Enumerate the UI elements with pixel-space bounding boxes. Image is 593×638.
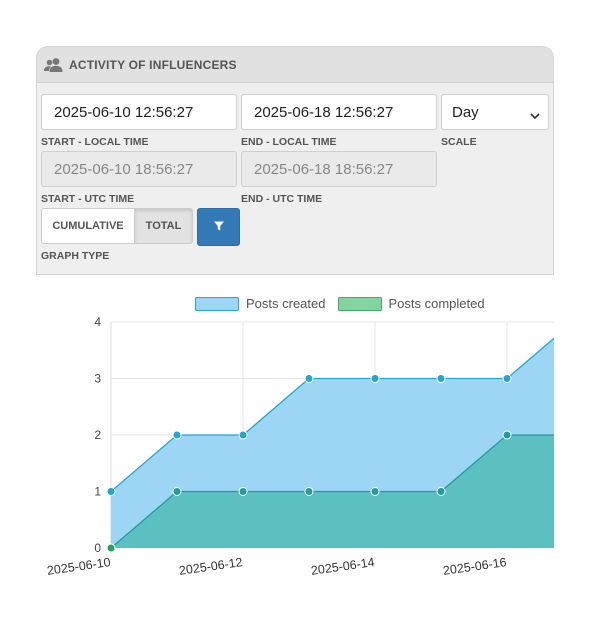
data-point-posts-completed — [502, 430, 512, 440]
total-button[interactable]: TOTAL — [134, 208, 193, 244]
end-utc-time-label: END - UTC TIME — [241, 193, 323, 205]
graph-type-label: GRAPH TYPE — [41, 250, 110, 262]
scale-select[interactable]: Day — [441, 94, 549, 130]
chevron-down-icon — [530, 107, 540, 120]
data-point-posts-completed — [172, 487, 182, 496]
data-point-posts-completed — [370, 487, 380, 496]
users-icon — [43, 57, 65, 73]
data-point-posts-created — [370, 374, 380, 383]
legend-swatch-posts-created — [195, 296, 239, 311]
start-utc-time-input: 2025-06-10 18:56:27 — [41, 151, 237, 187]
legend-label-posts-created: Posts created — [246, 296, 326, 311]
data-point-posts-created — [238, 430, 248, 440]
start-utc-time-label: START - UTC TIME — [41, 193, 135, 205]
x-tick-label: 2025-06-12 — [178, 555, 243, 578]
series-line-posts-created — [110, 337, 554, 492]
legend-label-posts-completed: Posts completed — [388, 296, 485, 311]
scale-label: SCALE — [441, 136, 477, 148]
start-local-time-label: START - LOCAL TIME — [41, 136, 149, 148]
data-point-posts-completed — [106, 543, 116, 553]
filter-icon — [213, 220, 225, 235]
y-tick-label: 4 — [94, 315, 101, 329]
y-tick-label: 2 — [94, 428, 101, 442]
panel-title: ACTIVITY OF INFLUENCERS — [69, 57, 237, 72]
chart-legend: Posts created Posts completed — [195, 296, 497, 311]
data-point-posts-completed — [569, 431, 577, 439]
end-local-time-input[interactable]: 2025-06-18 12:56:27 — [241, 94, 437, 130]
y-tick-label: 0 — [94, 541, 101, 555]
end-utc-time-input: 2025-06-18 18:56:27 — [241, 151, 437, 187]
cumulative-button[interactable]: CUMULATIVE — [41, 208, 135, 244]
y-tick-label: 1 — [94, 485, 101, 499]
data-point-posts-completed — [238, 487, 248, 496]
legend-swatch-posts-completed — [337, 296, 382, 311]
data-point-posts-completed — [304, 487, 314, 496]
start-local-time-input[interactable]: 2025-06-10 12:56:27 — [41, 94, 237, 130]
data-point-posts-created — [304, 374, 314, 383]
plot-area — [106, 318, 577, 553]
legend-item-posts-created[interactable]: Posts created — [195, 296, 326, 311]
x-tick-label: 2025-06-16 — [442, 555, 507, 578]
x-tick-label: 2025-06-14 — [310, 555, 375, 578]
filter-button[interactable] — [197, 208, 240, 246]
data-point-posts-created — [106, 487, 116, 496]
end-local-time-label: END - LOCAL TIME — [241, 136, 337, 148]
x-tick-label: 2025-06-10 — [46, 555, 111, 578]
panel-header: ACTIVITY OF INFLUENCERS — [37, 47, 553, 83]
data-point-posts-created — [172, 430, 182, 440]
data-point-posts-created — [436, 374, 446, 383]
data-point-posts-created — [569, 318, 577, 326]
y-tick-label: 3 — [94, 372, 101, 386]
series-line-posts-completed — [110, 434, 554, 549]
data-point-posts-completed — [436, 487, 446, 496]
legend-item-posts-completed[interactable]: Posts completed — [337, 296, 485, 311]
scale-select-value: Day — [452, 103, 479, 121]
data-point-posts-created — [502, 374, 512, 383]
